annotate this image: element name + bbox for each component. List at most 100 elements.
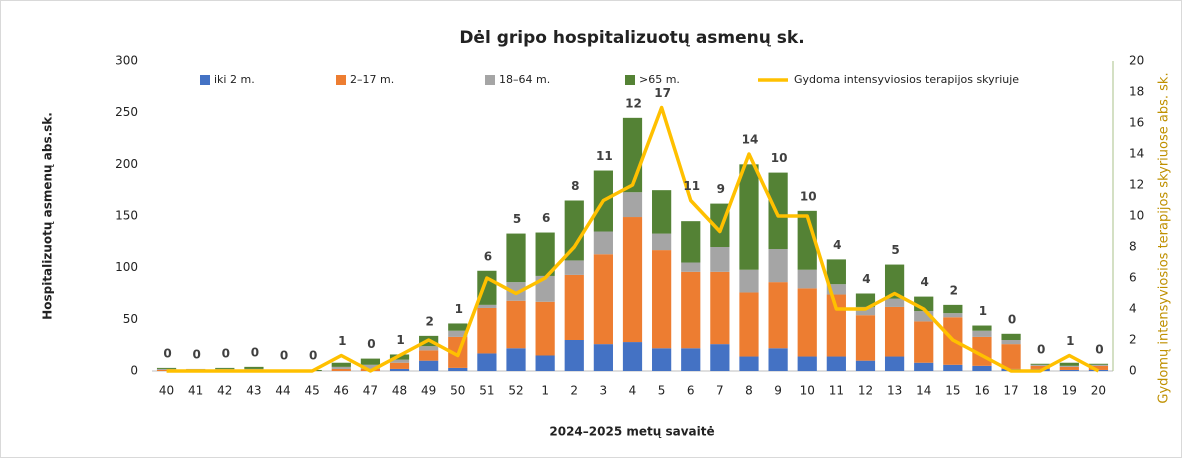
- data-label: 0: [1037, 342, 1045, 356]
- bar-segment: [535, 355, 555, 371]
- bar-segment: [1088, 364, 1109, 366]
- x-tick-label: 18: [1033, 384, 1048, 398]
- bar-segment: [768, 249, 788, 283]
- bar-segment: [739, 356, 759, 371]
- bar-segment: [331, 362, 351, 367]
- bar-segment: [506, 348, 526, 371]
- data-label: 11: [596, 149, 613, 163]
- x-tick-label: 11: [829, 384, 844, 398]
- x-tick-label: 6: [687, 384, 695, 398]
- data-label: 10: [771, 151, 788, 165]
- bar-segment: [1001, 344, 1021, 369]
- bar-segment: [535, 232, 555, 276]
- chart-title: Dėl gripo hospitalizuotų asmenų sk.: [459, 28, 804, 48]
- x-tick-label: 52: [508, 384, 523, 398]
- bar-segment: [710, 344, 730, 371]
- data-label: 1: [338, 334, 346, 348]
- y-axis-label: Hospitalizuotų asmenų abs.sk.: [41, 112, 55, 320]
- y-tick-label: 50: [123, 312, 138, 326]
- bar-segment: [506, 233, 526, 283]
- x-tick-label: 43: [246, 384, 261, 398]
- bar-segment: [593, 344, 613, 371]
- x-tick-label: 44: [275, 384, 290, 398]
- bar-segment: [506, 282, 526, 301]
- data-label: 4: [833, 238, 841, 252]
- bar-segment: [593, 231, 613, 255]
- y-tick-label: 100: [115, 260, 138, 274]
- legend-label: 18–64 m.: [499, 73, 550, 86]
- y2-tick-label: 20: [1129, 54, 1144, 68]
- x-tick-label: 51: [479, 384, 494, 398]
- bar-segment: [826, 356, 846, 371]
- y2-tick-label: 2: [1129, 333, 1137, 347]
- bar-segment: [448, 323, 468, 331]
- data-label: 0: [251, 345, 259, 359]
- y2-tick-label: 12: [1129, 178, 1144, 192]
- data-label: 1: [455, 302, 463, 316]
- legend-label: >65 m.: [639, 73, 680, 86]
- bar-segment: [768, 348, 788, 371]
- x-tick-label: 42: [217, 384, 232, 398]
- bar-segment: [710, 271, 730, 345]
- legend-swatch: [625, 75, 635, 85]
- bar-segment: [1059, 369, 1079, 371]
- x-tick-label: 46: [334, 384, 349, 398]
- x-tick-label: 10: [800, 384, 815, 398]
- bar-segment: [652, 250, 672, 349]
- bar-segment: [506, 300, 526, 349]
- y2-tick-label: 14: [1129, 147, 1144, 161]
- bar-segment: [797, 288, 817, 357]
- bar-segment: [681, 271, 701, 349]
- x-tick-label: 7: [716, 384, 724, 398]
- bar-segment: [943, 364, 963, 371]
- bar-segment: [215, 367, 235, 369]
- bar-segment: [914, 321, 934, 363]
- data-label: 12: [625, 96, 642, 110]
- y-tick-label: 300: [115, 54, 138, 68]
- bar-segment: [884, 306, 905, 357]
- bar-segment: [535, 301, 555, 356]
- x-axis-label: 2024–2025 metų savaitė: [549, 425, 714, 439]
- data-label: 0: [280, 348, 288, 362]
- bar-segment: [884, 298, 905, 307]
- data-label: 5: [891, 243, 899, 257]
- bar-segment: [593, 254, 613, 345]
- bar-segment: [1088, 363, 1109, 365]
- y2-tick-label: 18: [1129, 85, 1144, 99]
- data-label: 14: [742, 133, 759, 147]
- x-tick-label: 3: [600, 384, 608, 398]
- bar-segment: [826, 284, 846, 295]
- bar-segment: [448, 367, 468, 371]
- x-tick-label: 15: [945, 384, 960, 398]
- legend-label: iki 2 m.: [214, 73, 255, 86]
- y2-tick-label: 0: [1129, 364, 1137, 378]
- bar-segment: [681, 348, 701, 371]
- bar-segment: [826, 259, 846, 285]
- x-tick-label: 13: [887, 384, 902, 398]
- bar-segment: [914, 362, 934, 371]
- bar-segment: [652, 190, 672, 234]
- bar-segment: [564, 340, 584, 371]
- bar-segment: [797, 356, 817, 371]
- bar-segment: [419, 350, 439, 361]
- bar-segment: [943, 304, 963, 314]
- x-tick-label: 40: [159, 384, 174, 398]
- bar-segment: [681, 221, 701, 263]
- data-label: 0: [193, 347, 201, 361]
- bar-segment: [564, 260, 584, 275]
- bar-segment: [1030, 364, 1050, 366]
- bar-segment: [739, 164, 759, 270]
- y2-axis-label: Gydomų intensyviosios terapijos skyriuos…: [1157, 72, 1172, 403]
- y2-tick-label: 16: [1129, 116, 1144, 130]
- x-tick-label: 19: [1062, 384, 1077, 398]
- data-label: 0: [222, 346, 230, 360]
- data-label: 11: [683, 179, 700, 193]
- data-label: 0: [309, 348, 317, 362]
- line-series: [166, 105, 1100, 373]
- bar-segment: [244, 366, 264, 369]
- bar-segment: [360, 364, 381, 369]
- bar-segment: [360, 358, 381, 365]
- bar-segment: [972, 330, 992, 337]
- x-tick-label: 48: [392, 384, 407, 398]
